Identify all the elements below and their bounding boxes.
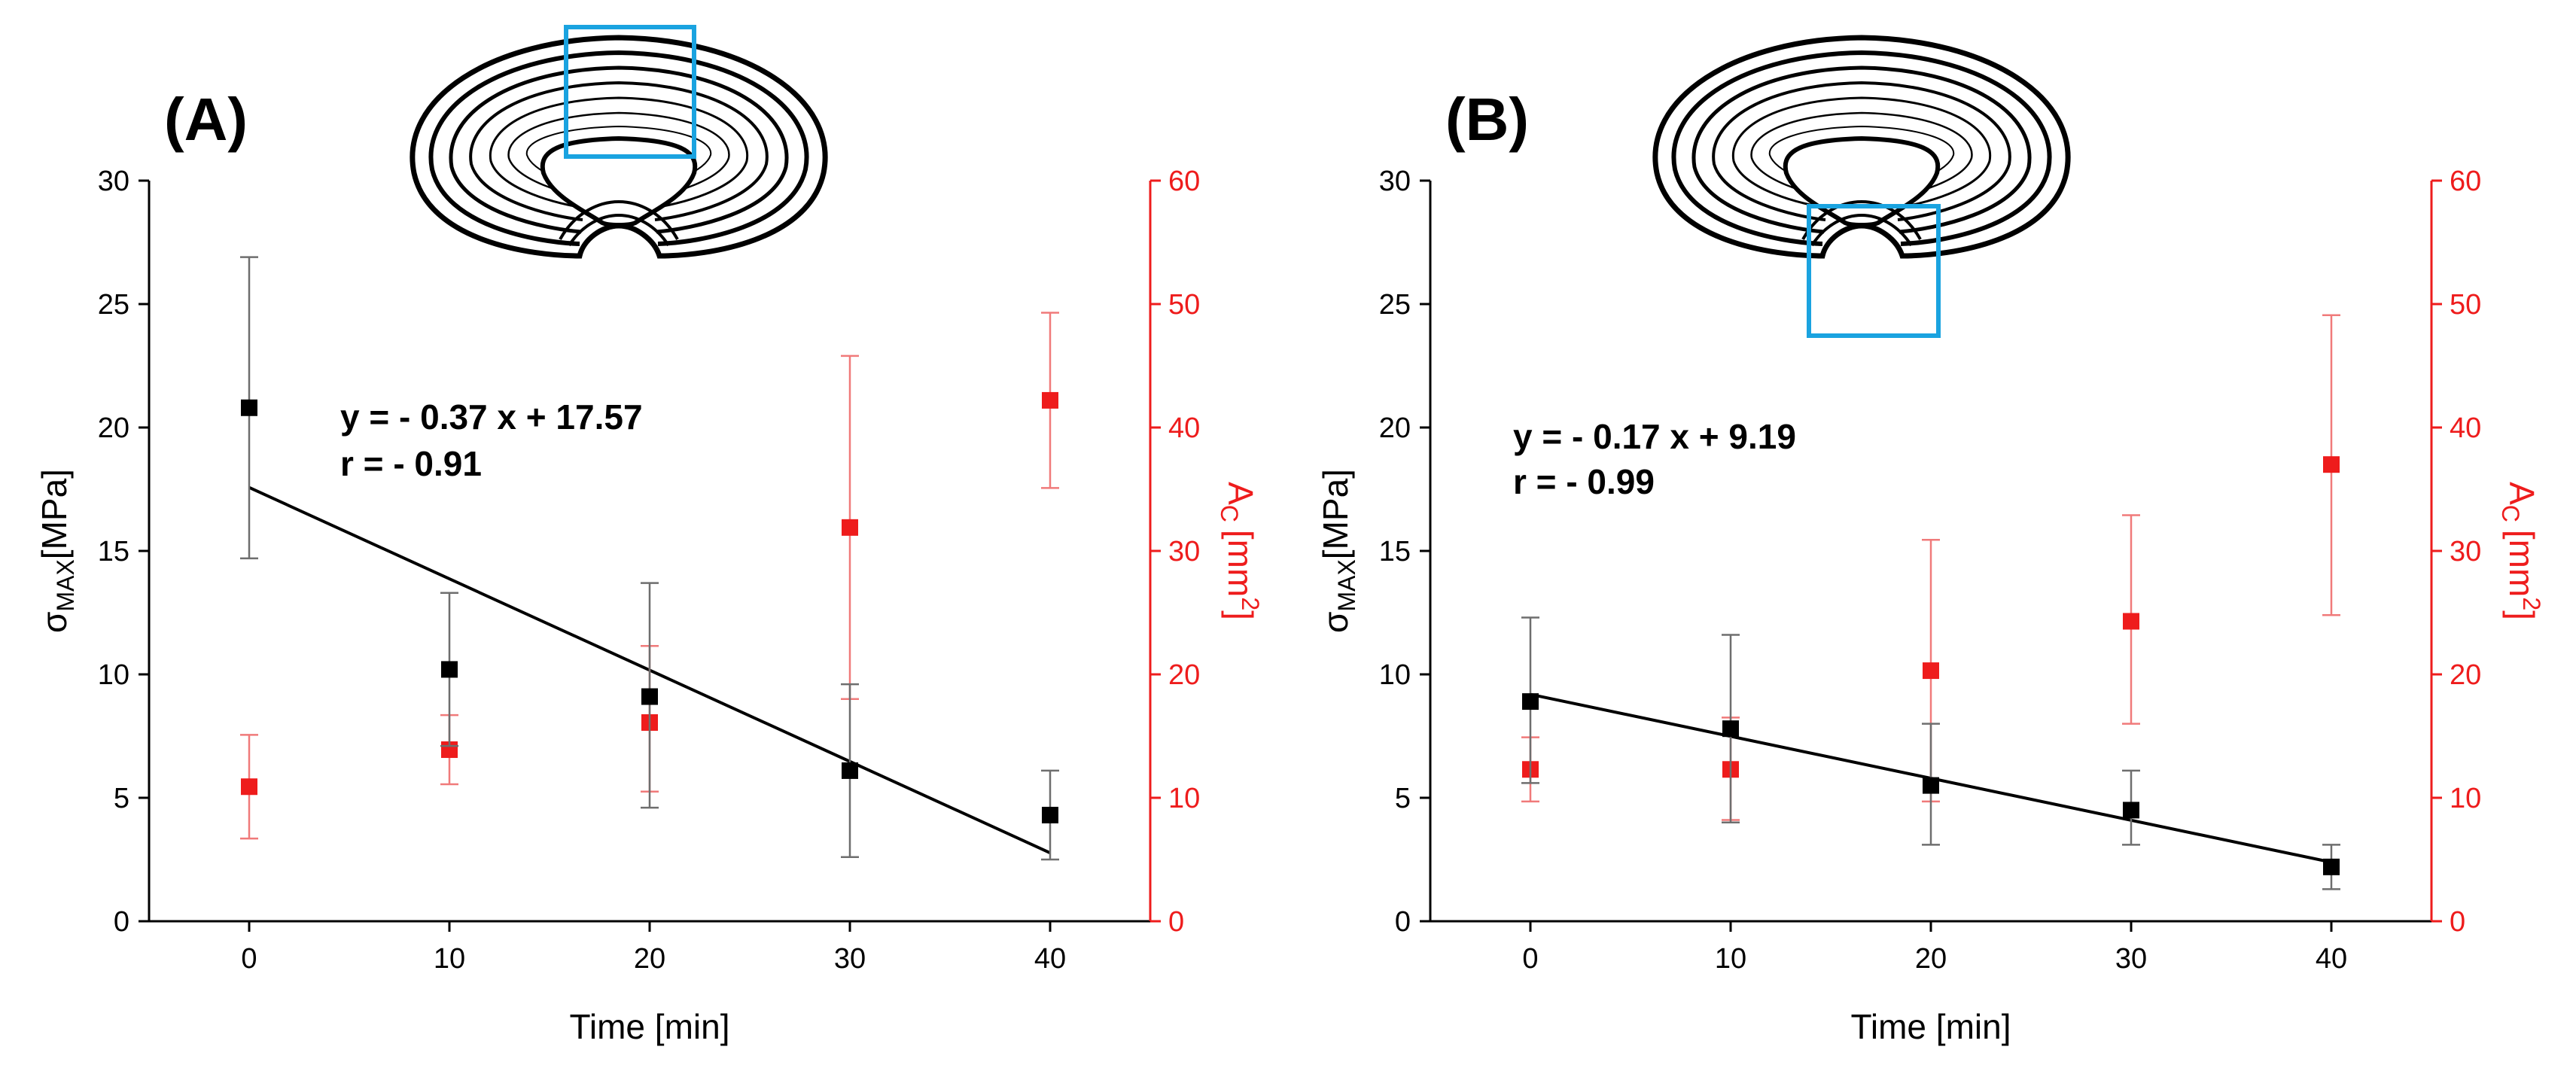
x-tick-label: 40 bbox=[1034, 943, 1066, 975]
data-point-sigma_max bbox=[1522, 693, 1539, 710]
x-tick-label: 30 bbox=[2115, 943, 2147, 975]
y-tick-label: 5 bbox=[114, 783, 129, 814]
data-point-A_c bbox=[842, 519, 858, 536]
y-axis-title-main: σ bbox=[1316, 612, 1355, 633]
fit-equation-b: y = - 0.17 x + 9.19 bbox=[1513, 417, 1796, 456]
y2-axis-title-main: A bbox=[1221, 482, 1260, 505]
data-point-sigma_max bbox=[2323, 858, 2340, 875]
y2-axis-title-sup: 2 bbox=[2518, 597, 2545, 610]
y-tick-label: 10 bbox=[98, 659, 129, 691]
series-sigma-black-a bbox=[240, 256, 1059, 861]
y2-tick-label: 50 bbox=[2450, 289, 2481, 321]
y-tick-label: 15 bbox=[98, 536, 129, 567]
y-tick-label: 0 bbox=[1395, 906, 1411, 938]
data-point-sigma_max bbox=[641, 688, 658, 705]
y2-axis-title-sup: 2 bbox=[1237, 597, 1264, 610]
y-tick-label: 30 bbox=[98, 166, 129, 197]
data-point-A_c bbox=[1042, 391, 1058, 409]
data-point-A_c bbox=[1923, 662, 1939, 680]
y2-axis-title-main: A bbox=[2502, 482, 2541, 505]
y-axis-title-a: σMAX[MPa] bbox=[35, 469, 79, 633]
y-ticks-b: 0 5 10 15 20 25 30 bbox=[1379, 166, 1430, 938]
y-tick-label: 0 bbox=[114, 906, 129, 938]
data-point-A_c bbox=[2123, 613, 2139, 630]
y-ticks-a: 0 5 10 15 20 25 30 bbox=[98, 166, 149, 938]
data-point-sigma_max bbox=[2123, 802, 2139, 819]
data-point-A_c bbox=[241, 778, 257, 796]
y2-tick-label: 40 bbox=[2450, 412, 2481, 444]
y2-tick-label: 50 bbox=[1168, 289, 1200, 321]
y2-axis-title-b: AC [mm2] bbox=[2497, 482, 2545, 620]
y2-tick-label: 30 bbox=[1168, 536, 1200, 567]
y2-tick-label: 0 bbox=[2450, 906, 2465, 938]
y2-ticks-a: 0 10 20 30 40 50 60 bbox=[1150, 166, 1200, 938]
panel-label-b: (B) bbox=[1445, 86, 1529, 153]
highlight-box-a bbox=[564, 25, 696, 159]
y-tick-label: 20 bbox=[98, 412, 129, 444]
panel-b: (B) 0 10 20 30 40 0 5 10 15 20 25 30 0 10 20 30 40 50 60… bbox=[1316, 35, 2545, 1046]
x-tick-label: 10 bbox=[434, 943, 465, 975]
series-sigma-b bbox=[1521, 616, 2340, 890]
y-axis-title-sub: MAX bbox=[52, 559, 79, 611]
x-tick-label: 40 bbox=[2316, 943, 2347, 975]
y-axis-title-b: σMAX[MPa] bbox=[1316, 469, 1360, 633]
y-axis-title-main: σ bbox=[35, 612, 74, 633]
panel-label-a: (A) bbox=[164, 86, 248, 153]
y-tick-label: 10 bbox=[1379, 659, 1411, 691]
y-tick-label: 20 bbox=[1379, 412, 1411, 444]
data-point-sigma_max bbox=[241, 399, 257, 416]
data-point-sigma_max bbox=[1042, 806, 1058, 823]
data-point-sigma_max bbox=[842, 762, 858, 779]
y2-axis-title-sub: C bbox=[1216, 505, 1243, 522]
x-ticks-b: 0 10 20 30 40 bbox=[1522, 921, 2347, 975]
y2-tick-label: 60 bbox=[1168, 166, 1200, 197]
x-tick-label: 0 bbox=[1522, 943, 1538, 975]
y2-axis-title-unit: [mm bbox=[2502, 530, 2541, 597]
y2-axis-title-a: AC [mm2] bbox=[1216, 482, 1264, 620]
data-point-A_c bbox=[2323, 456, 2340, 473]
fit-correlation-a: r = - 0.91 bbox=[340, 444, 482, 483]
data-point-sigma_max bbox=[441, 661, 458, 678]
data-point-sigma_max bbox=[1722, 720, 1739, 738]
x-tick-label: 20 bbox=[634, 943, 665, 975]
fit-correlation-b: r = - 0.99 bbox=[1513, 462, 1655, 501]
y-axis-title-unit: [MPa] bbox=[35, 469, 74, 559]
fit-equation-a: y = - 0.37 x + 17.57 bbox=[340, 397, 643, 437]
panel-a: (A) 0 10 20 30 40 0 5 10 15 20 25 30 0 10 20 30 40 50 60… bbox=[35, 25, 1264, 1046]
y2-tick-label: 10 bbox=[1168, 783, 1200, 814]
y-axis-title-unit: [MPa] bbox=[1316, 469, 1355, 559]
x-tick-label: 20 bbox=[1915, 943, 1947, 975]
x-axis-title-a: Time [min] bbox=[570, 1007, 730, 1046]
x-tick-label: 30 bbox=[834, 943, 866, 975]
y2-axis-title-sub: C bbox=[2497, 505, 2524, 522]
data-point-sigma_max bbox=[1923, 777, 1939, 794]
y2-axis-title-close: ] bbox=[2502, 610, 2541, 620]
y2-tick-label: 20 bbox=[2450, 659, 2481, 691]
y2-ticks-b: 0 10 20 30 40 50 60 bbox=[2431, 166, 2481, 938]
y-tick-label: 30 bbox=[1379, 166, 1411, 197]
y2-tick-label: 40 bbox=[1168, 412, 1200, 444]
y-axis-title-sub: MAX bbox=[1333, 559, 1360, 611]
y-tick-label: 25 bbox=[1379, 289, 1411, 321]
y-tick-label: 25 bbox=[98, 289, 129, 321]
x-ticks-a: 0 10 20 30 40 bbox=[241, 921, 1066, 975]
disc-schematic-b bbox=[1652, 35, 2071, 259]
x-axis-title-b: Time [min] bbox=[1851, 1007, 2011, 1046]
y2-tick-label: 10 bbox=[2450, 783, 2481, 814]
y-tick-label: 5 bbox=[1395, 783, 1411, 814]
y2-tick-label: 30 bbox=[2450, 536, 2481, 567]
y-tick-label: 15 bbox=[1379, 536, 1411, 567]
disc-schematic-a bbox=[410, 35, 828, 259]
y2-tick-label: 60 bbox=[2450, 166, 2481, 197]
x-tick-label: 0 bbox=[241, 943, 257, 975]
x-tick-label: 10 bbox=[1715, 943, 1746, 975]
y2-tick-label: 0 bbox=[1168, 906, 1184, 938]
y2-axis-title-close: ] bbox=[1221, 610, 1260, 620]
highlight-box-b bbox=[1807, 204, 1941, 338]
y2-tick-label: 20 bbox=[1168, 659, 1200, 691]
y2-axis-title-unit: [mm bbox=[1221, 530, 1260, 597]
